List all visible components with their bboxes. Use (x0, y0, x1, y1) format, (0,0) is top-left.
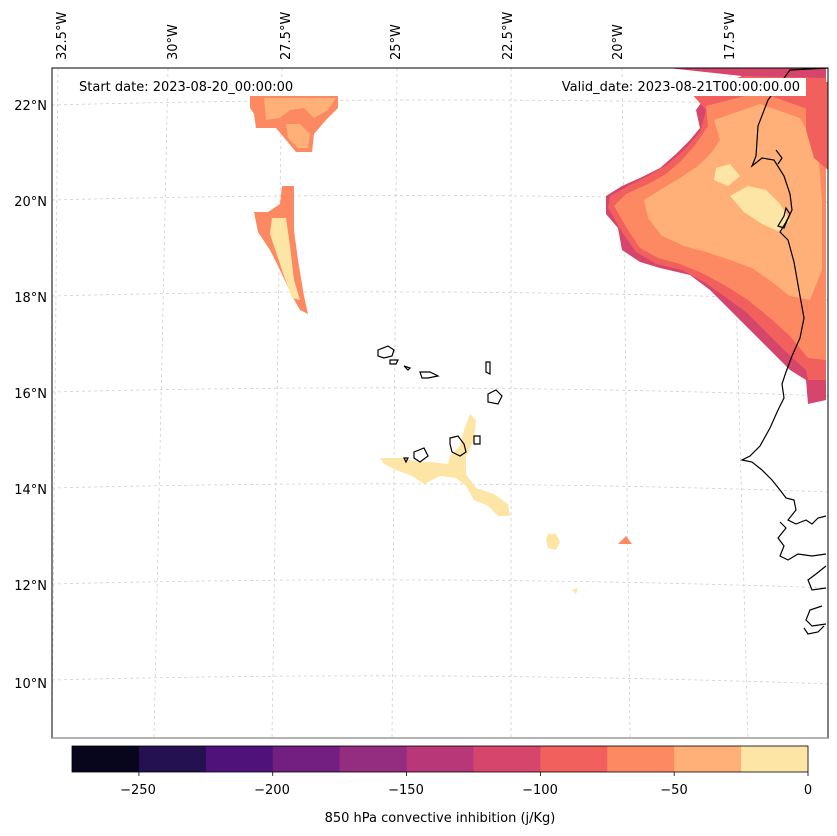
lat-label: 10°N (14, 677, 47, 692)
colorbar-tick-label: −200 (254, 783, 290, 798)
lat-label: 20°N (14, 195, 47, 210)
cin-region-ne-yellow (730, 186, 790, 232)
lon-label: 22.5°W (501, 12, 516, 60)
island-santiago (449, 435, 467, 457)
cin-region-ne-lightorange (644, 104, 822, 300)
guinea-coast (777, 521, 827, 561)
gridlines (51, 67, 829, 739)
lon-label: 27.5°W (279, 12, 294, 60)
cin-region-small2 (618, 536, 632, 544)
lon-label: 20°W (611, 24, 626, 60)
cin-region-small3 (572, 588, 578, 594)
valid-date-label: Valid_date: 2023-08-21T00:00:00.00 (562, 80, 800, 95)
lat-label: 18°N (14, 291, 47, 306)
lat-label: 22°N (14, 99, 47, 114)
lon-label: 32.5°W (55, 12, 70, 60)
colorbar-segment (138, 746, 207, 772)
coastlines (377, 67, 829, 635)
colorbar-segment (339, 746, 408, 772)
island-sao-vicente (389, 359, 399, 365)
valid-date-bg (540, 78, 806, 96)
lon-label: 30°W (166, 24, 181, 60)
colorbar-segment (473, 746, 541, 772)
island-boa-vista (487, 389, 503, 405)
colorbar-tick-label: −250 (120, 783, 156, 798)
colorbar-tick-label: −100 (522, 783, 558, 798)
colorbar-label: 850 hPa convective inhibition (j/Kg) (325, 811, 556, 826)
island-brava (403, 457, 409, 464)
colorbar-tick-label: −50 (660, 783, 687, 798)
cin-region-capeverde (380, 414, 510, 516)
colorbar-segment (72, 746, 140, 772)
colorbar-segment (674, 746, 742, 772)
island-sal (485, 361, 491, 375)
cin-region-ne-yellow2 (714, 164, 740, 186)
cin-region-ne-edge (806, 82, 828, 170)
colorbar-frame (71, 745, 809, 773)
colorbar-ticks: −250 −200 −150 −100 −50 0 (120, 783, 812, 798)
lon-label: 17.5°W (723, 12, 738, 60)
island-santo-antao (377, 345, 395, 359)
lat-label: 12°N (14, 579, 47, 594)
latitude-labels: 22°N 20°N 18°N 16°N 14°N 12°N 10°N (14, 99, 47, 692)
lat-label: 16°N (14, 387, 47, 402)
start-date-label: Start date: 2023-08-20_00:00:00 (79, 80, 293, 95)
cin-region-small1 (546, 534, 560, 550)
colorbar (71, 745, 809, 776)
colorbar-segment (272, 746, 341, 772)
cin-region-nw-inner2 (286, 124, 310, 148)
start-date-bg (72, 78, 314, 96)
island-fogo (413, 447, 429, 463)
island-maio (473, 435, 481, 445)
island-sao-nicolau (419, 371, 440, 379)
longitude-labels: 32.5°W 30°W 27.5°W 25°W 22.5°W 20°W 17.5… (55, 12, 738, 60)
colorbar-segment (406, 746, 474, 772)
africa-coastline (740, 67, 829, 525)
colorbar-tick-label: 0 (804, 783, 812, 798)
colorbar-segment (205, 746, 274, 772)
colorbar-segment (540, 746, 608, 772)
colorbar-segment (607, 746, 675, 772)
colorbar-segment (741, 746, 809, 772)
cin-region-streak-inner (270, 218, 300, 300)
colorbar-tick-label: −150 (388, 783, 424, 798)
lon-label: 25°W (389, 24, 404, 60)
cin-contours (250, 68, 828, 594)
lat-label: 14°N (14, 483, 47, 498)
cin-region-nw-inner (264, 98, 336, 120)
